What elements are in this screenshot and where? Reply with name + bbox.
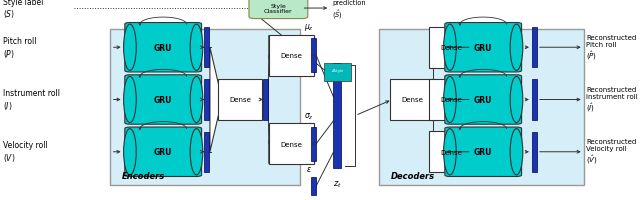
- FancyBboxPatch shape: [311, 177, 316, 195]
- Text: Dense: Dense: [280, 53, 302, 59]
- Text: GRU: GRU: [474, 96, 492, 104]
- Text: Dense: Dense: [440, 97, 462, 103]
- FancyBboxPatch shape: [218, 79, 262, 121]
- FancyBboxPatch shape: [429, 79, 474, 121]
- FancyBboxPatch shape: [445, 127, 522, 177]
- Text: Pitch roll
($P$): Pitch roll ($P$): [3, 37, 36, 59]
- FancyBboxPatch shape: [269, 123, 314, 165]
- Ellipse shape: [444, 77, 456, 123]
- FancyBboxPatch shape: [532, 28, 537, 68]
- Ellipse shape: [190, 129, 203, 175]
- FancyBboxPatch shape: [532, 132, 537, 172]
- FancyBboxPatch shape: [125, 75, 202, 125]
- Text: Reconstructed
Pitch roll
($\hat{P}$): Reconstructed Pitch roll ($\hat{P}$): [586, 34, 637, 62]
- Text: Dense: Dense: [440, 149, 462, 155]
- FancyBboxPatch shape: [204, 28, 209, 68]
- Text: Dense: Dense: [440, 45, 462, 51]
- Text: Dense: Dense: [280, 141, 302, 147]
- FancyBboxPatch shape: [249, 0, 308, 20]
- Polygon shape: [433, 143, 450, 161]
- Ellipse shape: [190, 25, 203, 71]
- FancyBboxPatch shape: [379, 29, 584, 185]
- Text: Reconstructed
Instrument roll
($\hat{I}$): Reconstructed Instrument roll ($\hat{I}$…: [586, 86, 638, 114]
- FancyBboxPatch shape: [445, 23, 522, 73]
- Ellipse shape: [124, 25, 136, 71]
- Text: Encoders: Encoders: [122, 171, 165, 180]
- Text: Velocity roll
($V$): Velocity roll ($V$): [3, 141, 48, 163]
- FancyBboxPatch shape: [324, 64, 351, 81]
- Text: $\sigma_z$: $\sigma_z$: [303, 111, 314, 121]
- FancyBboxPatch shape: [445, 75, 522, 125]
- Text: Instrument roll
($I$): Instrument roll ($I$): [3, 89, 60, 111]
- Ellipse shape: [190, 77, 203, 123]
- FancyBboxPatch shape: [311, 127, 316, 161]
- Text: GRU: GRU: [154, 44, 172, 52]
- FancyBboxPatch shape: [311, 39, 316, 73]
- Text: GRU: GRU: [154, 96, 172, 104]
- Polygon shape: [269, 140, 273, 164]
- Text: Dense: Dense: [402, 97, 424, 103]
- Text: Style label
($S$): Style label ($S$): [3, 0, 44, 20]
- Ellipse shape: [510, 77, 523, 123]
- Ellipse shape: [444, 129, 456, 175]
- Text: GRU: GRU: [474, 44, 492, 52]
- FancyBboxPatch shape: [333, 64, 341, 168]
- FancyBboxPatch shape: [263, 80, 268, 120]
- FancyBboxPatch shape: [125, 23, 202, 73]
- FancyBboxPatch shape: [110, 29, 300, 185]
- FancyBboxPatch shape: [429, 27, 474, 69]
- FancyBboxPatch shape: [390, 79, 435, 121]
- Polygon shape: [210, 48, 222, 152]
- Polygon shape: [433, 39, 450, 57]
- Ellipse shape: [124, 77, 136, 123]
- Polygon shape: [269, 36, 273, 60]
- Polygon shape: [433, 91, 450, 109]
- Ellipse shape: [510, 25, 523, 71]
- Ellipse shape: [444, 25, 456, 71]
- FancyBboxPatch shape: [532, 80, 537, 120]
- Text: Style
Classifier: Style Classifier: [264, 4, 292, 14]
- Text: GRU: GRU: [154, 148, 172, 156]
- Text: Decoders: Decoders: [390, 171, 435, 180]
- Text: Style
prediction
($\hat{S}$): Style prediction ($\hat{S}$): [332, 0, 366, 20]
- FancyBboxPatch shape: [125, 127, 202, 177]
- Ellipse shape: [124, 129, 136, 175]
- Text: GRU: GRU: [474, 148, 492, 156]
- FancyBboxPatch shape: [429, 131, 474, 173]
- Text: $z_t$: $z_t$: [333, 179, 342, 189]
- Text: $z_{style}$: $z_{style}$: [330, 68, 344, 77]
- Text: Dense: Dense: [229, 97, 251, 103]
- Ellipse shape: [510, 129, 523, 175]
- Text: Reconstructed
Velocity roll
($\hat{V}$): Reconstructed Velocity roll ($\hat{V}$): [586, 138, 637, 166]
- FancyBboxPatch shape: [204, 132, 209, 172]
- FancyBboxPatch shape: [204, 80, 209, 120]
- Text: $\mu_z$: $\mu_z$: [303, 22, 314, 33]
- FancyBboxPatch shape: [269, 35, 314, 77]
- Text: $\varepsilon$: $\varepsilon$: [305, 164, 312, 173]
